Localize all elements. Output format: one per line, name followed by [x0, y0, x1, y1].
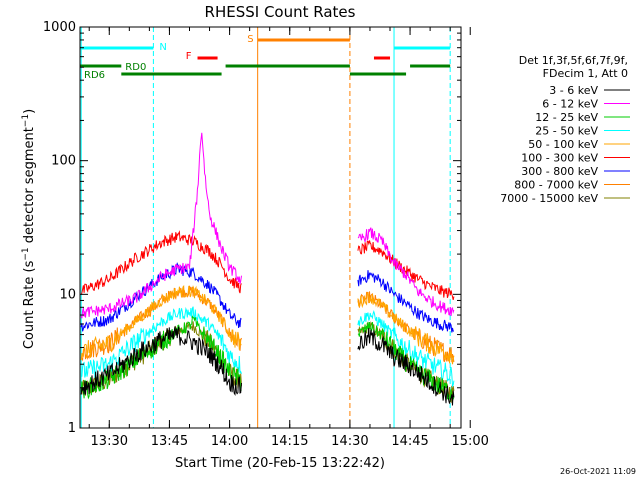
axes: 1 10 100 1000 13:30 13:45 14:00 14:15 14:30 14:45…	[43, 20, 489, 449]
chart-title: RHESSI Count Rates	[205, 3, 356, 21]
series-6-12-kev	[80, 132, 455, 319]
series-50-100-kev	[80, 284, 455, 365]
series-100-300-kev	[80, 230, 455, 301]
y-tick-label-100: 100	[51, 154, 76, 169]
x-tick-label-1500: 15:00	[451, 434, 488, 449]
x-tick-label-1400: 14:00	[211, 434, 248, 449]
x-axis-label: Start Time (20-Feb-15 13:22:42)	[175, 456, 385, 471]
legend-label-8: 800 - 7000 keV	[514, 179, 598, 192]
event-label-rd6: RD6	[84, 70, 105, 81]
series-line-segment-1	[80, 284, 242, 361]
series-line-segment-2	[357, 328, 455, 406]
y-axis-label-sup1: −1	[21, 247, 31, 260]
series-line-segment-2	[357, 270, 454, 333]
series-line-segment-2	[357, 310, 455, 388]
series-line-segment-1	[80, 230, 242, 295]
legend-label-7: 300 - 800 keV	[521, 165, 598, 178]
y-tick-label-1: 1	[68, 421, 76, 436]
series-3-6-kev	[80, 326, 455, 406]
x-tick-label-1330: 13:30	[91, 434, 128, 449]
legend-label-6: 100 - 300 keV	[521, 152, 598, 165]
legend-header-line-1: Det 1f,3f,5f,6f,7f,9f,	[519, 54, 628, 67]
x-tick-label-1430: 14:30	[331, 434, 368, 449]
legend: Det 1f,3f,5f,6f,7f,9f,FDecim 1, Att 0 3 -…	[500, 54, 630, 205]
x-tick-label-1415: 14:15	[271, 434, 308, 449]
legend-label-4: 25 - 50 keV	[535, 125, 598, 138]
series-line-segment-2	[357, 240, 455, 301]
y-axis-label-mid: detector segment	[22, 127, 37, 247]
y-tick-label-10: 10	[59, 287, 76, 302]
series-25-50-kev	[81, 306, 455, 388]
legend-label-3: 12 - 25 keV	[535, 111, 598, 124]
series-line-segment-1	[80, 132, 242, 319]
legend-label-5: 50 - 100 keV	[528, 138, 598, 151]
legend-label-2: 6 - 12 keV	[542, 98, 598, 111]
series-line-segment-1	[80, 285, 242, 362]
y-tick-label-1000: 1000	[43, 20, 76, 35]
series-line-segment-2	[357, 292, 455, 365]
event-label-s: S	[247, 34, 253, 45]
plot-area: N F S RD0 RD6	[80, 27, 455, 428]
legend-label-1: 3 - 6 keV	[549, 84, 598, 97]
event-label-rd0: RD0	[125, 62, 146, 73]
y-axis-label-main: Count Rate (s	[22, 260, 37, 349]
series-300-800-kev	[80, 262, 454, 333]
series-line-segment-2	[357, 227, 455, 317]
plot-frame	[79, 26, 462, 429]
x-tick-label-1445: 14:45	[391, 434, 428, 449]
series-line-segment-1	[81, 306, 242, 379]
series-line-segment-1	[80, 262, 242, 332]
event-label-n: N	[159, 42, 166, 53]
footer-timestamp: 26-Oct-2021 11:09	[560, 467, 636, 476]
x-tick-label-1345: 13:45	[151, 434, 188, 449]
series-line-segment-1	[80, 326, 242, 396]
legend-label-9: 7000 - 15000 keV	[500, 192, 598, 205]
event-label-f: F	[186, 51, 192, 62]
legend-header-line-2: FDecim 1, Att 0	[543, 67, 628, 80]
y-axis-label-sup2: −1	[21, 114, 31, 127]
y-axis-label: Count Rate (s−1 detector segment−1)	[21, 109, 37, 349]
y-axis-label-end: )	[22, 109, 37, 114]
